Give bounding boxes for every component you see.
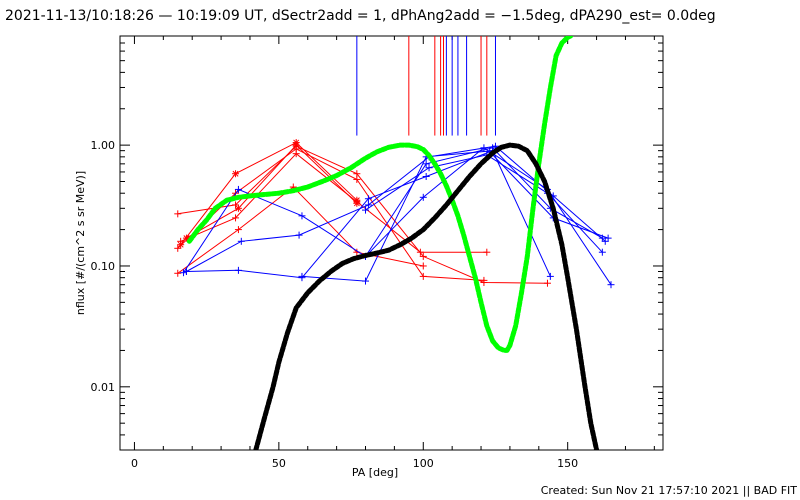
- data-point-blue: [364, 195, 372, 203]
- data-point-blue: [425, 164, 433, 172]
- data-point-blue: [234, 266, 242, 274]
- y-axis-label: nflux [#/(cm^2 s sr MeV)]: [74, 171, 87, 315]
- y-tick-label: 0.10: [91, 260, 116, 273]
- data-point-red: [292, 150, 300, 158]
- series-line-blue: [186, 151, 609, 279]
- data-point-red: [543, 279, 551, 287]
- data-point-blue: [362, 277, 370, 285]
- data-point-red: [234, 226, 242, 234]
- data-point-red: [480, 276, 488, 284]
- data-point-blue: [422, 173, 430, 181]
- data-point-blue: [237, 237, 245, 245]
- data-point-red: [483, 248, 491, 256]
- data-point-blue: [234, 185, 242, 193]
- data-point-red: [353, 199, 361, 207]
- data-point-red: [419, 252, 427, 260]
- data-point-blue: [295, 231, 303, 239]
- series-line-blue: [365, 154, 603, 253]
- data-point-red: [177, 241, 185, 249]
- data-point-red: [174, 244, 182, 252]
- data-point-red: [416, 248, 424, 256]
- chart-title: 2021-11-13/10:18:26 — 10:19:09 UT, dSect…: [5, 8, 716, 24]
- data-point-blue: [546, 272, 554, 280]
- data-point-blue: [598, 248, 606, 256]
- fit-curve-black: [253, 142, 600, 450]
- data-point-red: [232, 170, 240, 178]
- x-tick-label: 100: [413, 457, 434, 470]
- data-point-red: [353, 175, 361, 183]
- data-point-red: [419, 262, 427, 270]
- data-point-red: [232, 201, 240, 209]
- data-point-blue: [298, 272, 306, 280]
- data-point-red: [292, 141, 300, 149]
- data-point-blue: [422, 160, 430, 168]
- data-point-blue: [364, 201, 372, 209]
- data-point-blue: [180, 269, 188, 277]
- x-axis-label: PA [deg]: [352, 466, 398, 479]
- series-line-red: [186, 144, 358, 239]
- plot-frame: [119, 35, 664, 451]
- plot-area: 0 50 100 150 0.01 0.10 1.00: [91, 35, 664, 470]
- series-line-red: [180, 141, 358, 246]
- data-point-red: [419, 272, 427, 280]
- data-point-red: [174, 210, 182, 218]
- data-point-red: [174, 269, 182, 277]
- series-line-blue: [186, 145, 606, 272]
- data-point-blue: [182, 268, 190, 276]
- fit-curve-green: [186, 36, 574, 353]
- data-point-red: [232, 214, 240, 222]
- x-tick-label: 0: [131, 457, 138, 470]
- x-tick-label: 50: [272, 457, 286, 470]
- y-tick-label: 0.01: [91, 381, 116, 394]
- series-line-blue: [365, 147, 612, 285]
- data-point-blue: [419, 193, 427, 201]
- data-point-blue: [601, 237, 609, 245]
- series-line-red: [177, 145, 548, 284]
- data-point-blue: [298, 212, 306, 220]
- data-point-blue: [607, 281, 615, 289]
- x-tick-label: 150: [557, 457, 578, 470]
- y-tick-label: 1.00: [91, 139, 116, 152]
- footer-created: Created: Sun Nov 21 17:57:10 2021 || BAD…: [541, 484, 798, 497]
- data-point-red: [234, 204, 242, 212]
- data-point-blue: [480, 144, 488, 152]
- data-point-blue: [604, 234, 612, 242]
- data-point-blue: [362, 206, 370, 214]
